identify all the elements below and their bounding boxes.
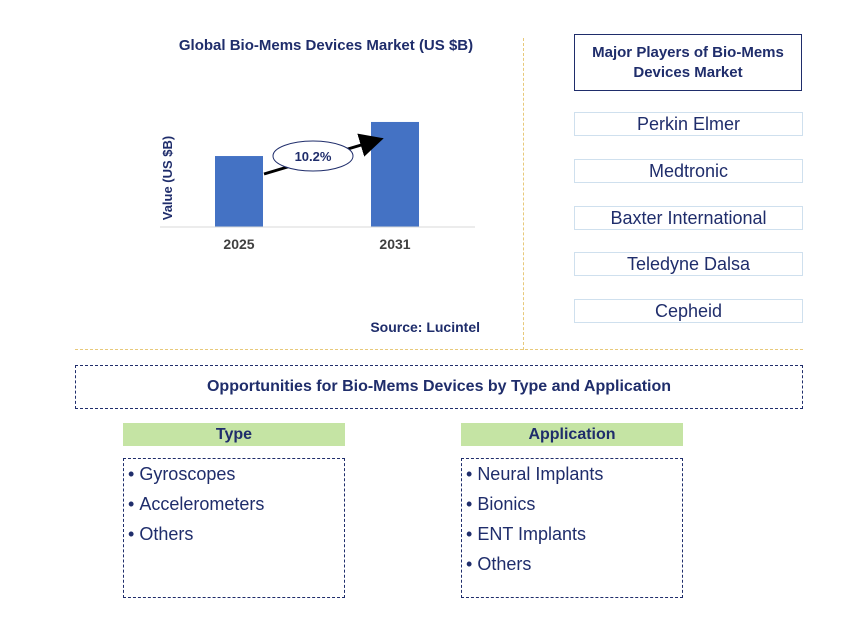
source-label: Source: Lucintel <box>370 319 480 335</box>
player-item: Medtronic <box>574 159 803 183</box>
player-item: Baxter International <box>574 206 803 230</box>
bar-chart: Value (US $B) 2025 2031 10.2% <box>160 121 475 252</box>
chart-title: Global Bio-Mems Devices Market (US $B) <box>178 37 474 54</box>
application-list: Neural Implants Bionics ENT Implants Oth… <box>461 458 683 598</box>
cagr-label: 10.2% <box>295 149 332 164</box>
bar-2031 <box>371 121 419 227</box>
type-list: Gyroscopes Accelerometers Others <box>123 458 345 598</box>
y-axis-label: Value (US $B) <box>160 136 175 221</box>
list-item: Others <box>466 549 682 579</box>
player-item: Teledyne Dalsa <box>574 252 803 276</box>
opportunities-title: Opportunities for Bio-Mems Devices by Ty… <box>75 365 803 409</box>
players-title: Major Players of Bio-Mems Devices Market <box>574 34 802 91</box>
horizontal-divider <box>75 349 803 350</box>
x-tick-label: 2025 <box>223 236 254 252</box>
player-item: Cepheid <box>574 299 803 323</box>
x-tick-label: 2031 <box>379 236 410 252</box>
list-item: Others <box>128 519 344 549</box>
vertical-divider <box>523 38 524 350</box>
application-header: Application <box>461 423 683 446</box>
list-item: Neural Implants <box>466 459 682 489</box>
cagr-bubble <box>272 140 354 172</box>
bar-2025 <box>215 156 263 227</box>
player-item: Perkin Elmer <box>574 112 803 136</box>
list-item: Bionics <box>466 489 682 519</box>
type-header: Type <box>123 423 345 446</box>
list-item: Accelerometers <box>128 489 344 519</box>
list-item: ENT Implants <box>466 519 682 549</box>
list-item: Gyroscopes <box>128 459 344 489</box>
